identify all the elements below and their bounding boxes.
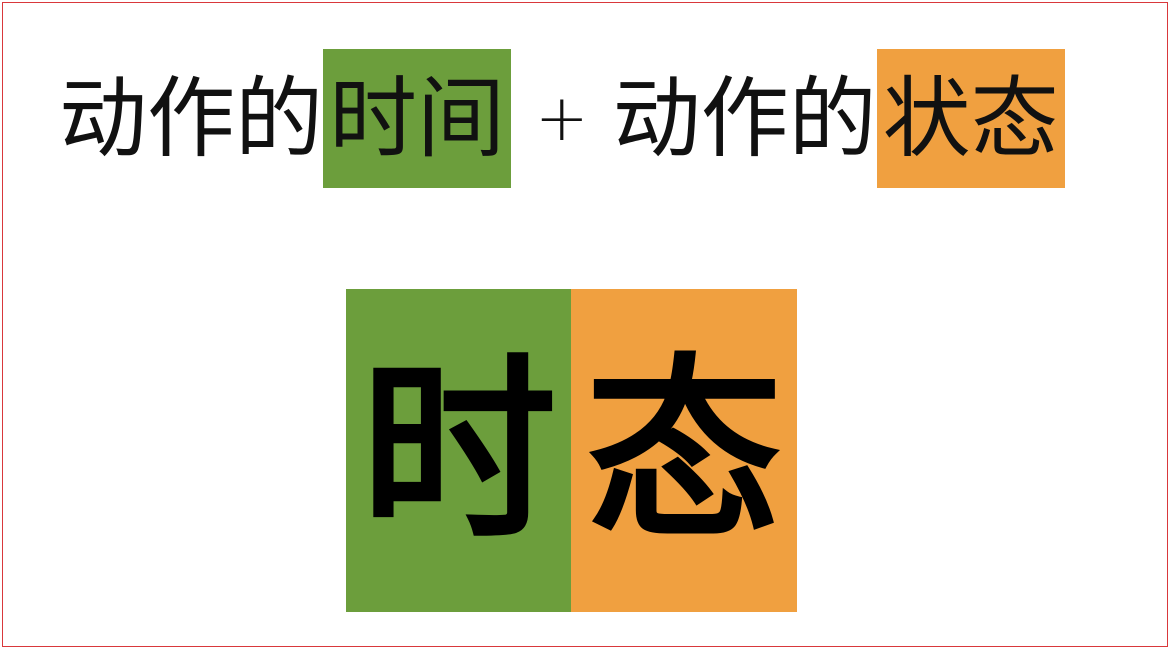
result-char-1: 时 [346,289,571,612]
formula-plus-sign: + [535,81,589,156]
formula-part1-prefix: 动作的 [59,66,324,170]
result-char-2: 态 [571,289,797,612]
formula-part2-prefix: 动作的 [612,66,877,170]
formula-line: 动作的 时间 + 动作的 状态 [59,49,1065,188]
formula-part2-highlight: 状态 [876,49,1065,188]
formula-part1-highlight: 时间 [323,49,512,188]
result-block: 时 态 [346,289,797,612]
